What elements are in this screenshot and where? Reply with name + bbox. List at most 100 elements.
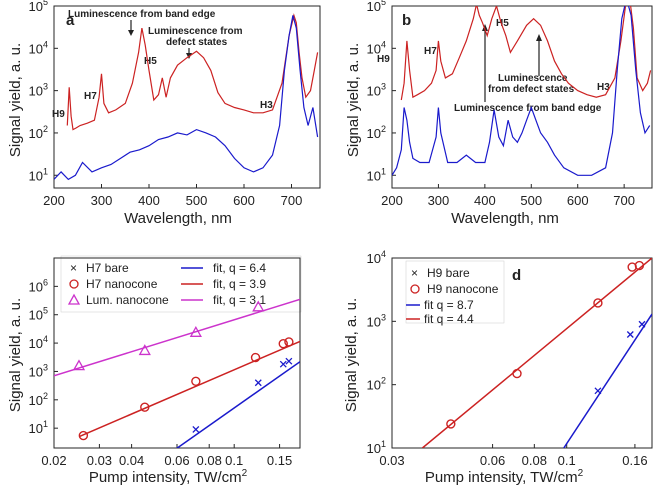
- harmonic-h5-b: H5: [496, 18, 509, 29]
- legend-fit2: fit, q = 3.9: [213, 277, 266, 291]
- panel-a-xlabel: Wavelength, nm: [124, 210, 232, 227]
- xtick-label-b: 600: [567, 193, 589, 208]
- legend-d-fit2: fit q = 4.4: [424, 312, 474, 326]
- legend-fit3: fit, q = 3.1: [213, 293, 266, 307]
- cross-stroke: [285, 357, 293, 365]
- xtick-label-d: 0.06: [480, 453, 505, 468]
- series-group-a: [54, 13, 319, 181]
- xtick-label-b: 700: [613, 193, 635, 208]
- legend-fit1: fit, q = 6.4: [213, 261, 266, 275]
- ytick-label-b: 103: [367, 82, 386, 99]
- xtick-label-a: 500: [186, 193, 208, 208]
- xtick-label-c: 0.06: [164, 453, 189, 468]
- annot-defect-b-1: Luminescence: [498, 73, 568, 84]
- ytick-label-c: 105: [29, 306, 48, 323]
- legend-h9-bare: H9 bare: [427, 266, 470, 280]
- xtick-label-c: 0.04: [119, 453, 144, 468]
- xtick-label-c: 0.02: [41, 453, 66, 468]
- annot-band-edge-b: Luminescence from band edge: [454, 103, 602, 114]
- annot-defect-b-2: from defect states: [488, 84, 575, 95]
- axes-b: 200 300 400 500 600 700 101 102 103 104 105: [367, 0, 653, 208]
- legend-h7-nano: H7 nanocone: [86, 277, 158, 291]
- point-triangle-c: [138, 344, 151, 356]
- point-cross-c: [192, 426, 200, 433]
- cross-stroke: [594, 387, 602, 395]
- panel-d-legend: × H9 bare H9 nanocone fit q = 8.7 fit q …: [405, 260, 505, 326]
- ytick-label-c: 104: [29, 334, 48, 351]
- xtick-label-c: 0.03: [87, 453, 112, 468]
- ytick-label-c: 106: [29, 277, 48, 294]
- harmonic-h5: H5: [144, 56, 157, 67]
- cross-stroke: [638, 320, 646, 328]
- ytick-label-a: 104: [29, 39, 48, 56]
- ytick-label-b: 101: [367, 166, 386, 183]
- xtick-label-d: 0.16: [622, 453, 647, 468]
- xtick-label-b: 200: [381, 193, 403, 208]
- xtick-label-d: 0.08: [522, 453, 547, 468]
- panel-b-letter: b: [402, 12, 411, 29]
- xtick-label-a: 600: [233, 193, 255, 208]
- series-group-d: [421, 258, 652, 448]
- harmonic-h7: H7: [84, 91, 97, 102]
- point-triangle-c: [72, 359, 86, 371]
- xtick-label-d: 0.03: [379, 453, 404, 468]
- series-group-c: [54, 298, 300, 448]
- series-group-b: [392, 6, 652, 176]
- panel-d-letter: d: [512, 267, 521, 284]
- fit-line-c-4: [78, 340, 300, 438]
- xtick-label-a: 700: [281, 193, 303, 208]
- legend-h7-bare-marker: ×: [70, 261, 77, 275]
- panel-c-xlabel-sup: 2: [242, 468, 248, 479]
- arrowhead-b-band: [482, 24, 488, 31]
- spectrum-line-a-1: [54, 15, 319, 181]
- point-circle-c: [78, 430, 89, 441]
- panel-a-ylabel: Signal yield, a. u.: [7, 43, 24, 157]
- harmonic-h3: H3: [260, 100, 273, 111]
- legend-h7-bare: H7 bare: [86, 261, 129, 275]
- ytick-label-c: 101: [29, 419, 48, 436]
- legend-lum-marker: [67, 293, 81, 305]
- plot-frame-a: [53, 5, 321, 189]
- panel-c-legend: × H7 bare H7 nanocone Lum. nanocone fit,…: [60, 255, 302, 313]
- point-circle-c: [250, 352, 261, 363]
- ytick-label-c: 102: [29, 391, 48, 408]
- legend-d-fit1: fit q = 8.7: [424, 298, 474, 312]
- xtick-label-c: 0.1: [225, 453, 243, 468]
- axes-a: 200 300 400 500 600 700 101 102 103 104 105: [29, 0, 321, 208]
- legend-h9-nano: H9 nanocone: [427, 282, 499, 296]
- point-cross-c: [285, 357, 293, 365]
- panel-a-letter: a: [66, 12, 75, 29]
- panel-c-xlabel: Pump intensity, TW/cm2: [89, 468, 248, 486]
- point-circle-d: [512, 368, 522, 379]
- ytick-label-d: 102: [367, 376, 386, 393]
- panel-d-ylabel: Signal yield, a. u.: [343, 298, 360, 412]
- ytick-label-b: 104: [367, 39, 386, 56]
- plot-frame-b: [391, 5, 653, 189]
- panel-b-ylabel: Signal yield, a. u.: [345, 43, 362, 157]
- harmonic-h3-b: H3: [597, 82, 610, 93]
- panel-a: Signal yield, a. u. Wavelength, nm a Lum…: [7, 9, 273, 227]
- fit-line-d-2: [563, 313, 652, 448]
- ytick-label-b: 102: [367, 124, 386, 141]
- point-cross-c: [254, 379, 262, 387]
- xtick-label-b: 500: [520, 193, 542, 208]
- panel-d-xlabel: Pump intensity, TW/cm2: [425, 468, 584, 486]
- ytick-label-c: 103: [29, 362, 48, 379]
- axes-d: 0.03 0.06 0.08 0.1 0.16 101 102 103 104: [367, 249, 653, 468]
- fit-line-d-3: [421, 258, 652, 448]
- arrowhead-b-defect: [536, 34, 542, 41]
- panel-c: Signal yield, a. u. Pump intensity, TW/c…: [7, 255, 302, 486]
- ytick-label-d: 103: [367, 312, 386, 329]
- panel-b-xlabel: Wavelength, nm: [451, 210, 559, 227]
- ytick-label-d: 101: [367, 439, 386, 456]
- point-cross-d: [626, 331, 634, 338]
- xtick-label-a: 200: [43, 193, 65, 208]
- panel-c-ylabel: Signal yield, a. u.: [7, 298, 24, 412]
- point-circle-d: [446, 419, 456, 429]
- spectrum-line-b-1: [392, 6, 651, 176]
- xtick-label-a: 400: [138, 193, 160, 208]
- cross-stroke: [279, 360, 287, 368]
- legend-h9-bare-marker: ×: [411, 266, 418, 280]
- harmonic-h9: H9: [52, 109, 65, 120]
